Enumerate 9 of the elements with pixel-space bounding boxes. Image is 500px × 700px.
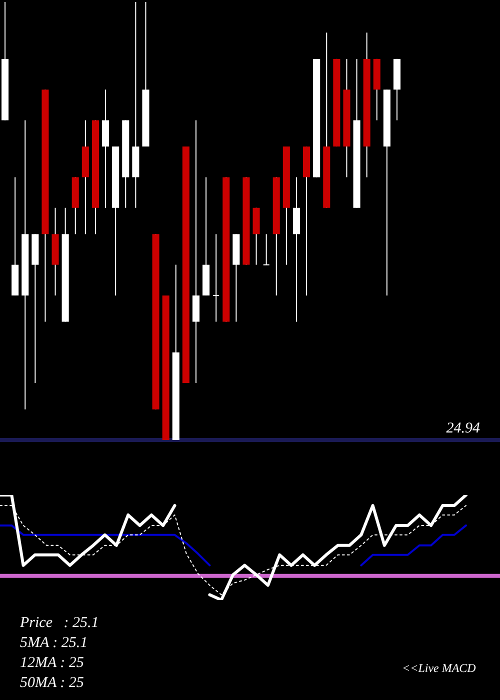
text: 24.94 [446,420,480,436]
text: 12MA : 25 [20,654,85,673]
text: <<Live MACD [402,660,477,676]
text: 50MA : 25 [20,674,85,693]
candlestick [212,234,220,322]
candlestick [192,120,200,384]
text: Price : 25.1 [20,614,99,633]
text: 5MA : 25.1 [20,634,89,653]
candlestick [262,234,270,266]
